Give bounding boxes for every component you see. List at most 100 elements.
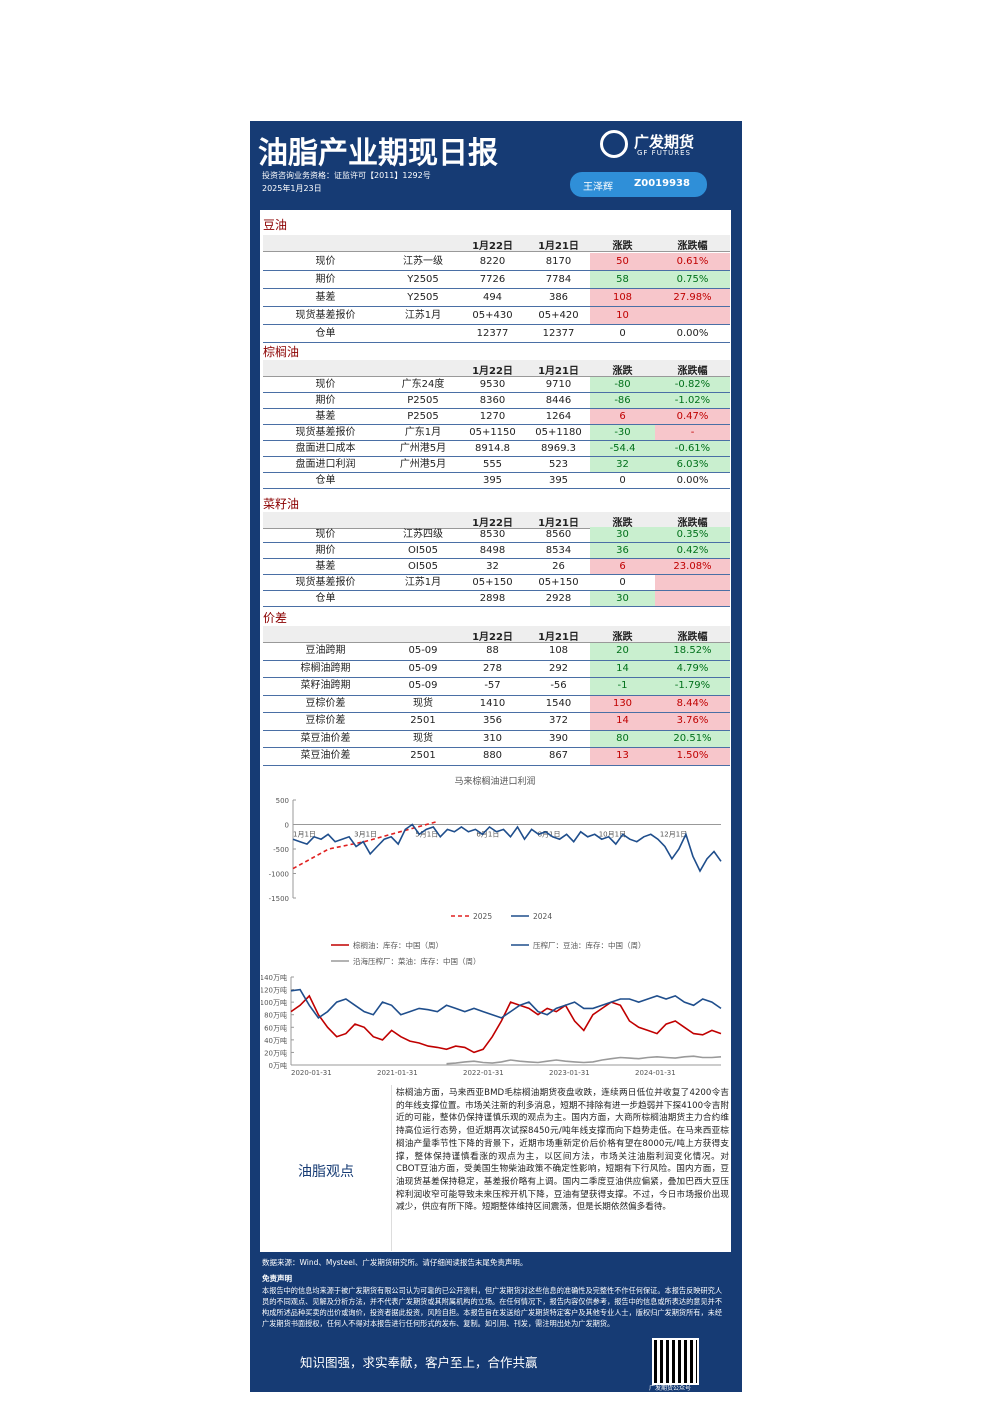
cell: 278 (482, 662, 503, 674)
row-line (263, 606, 730, 607)
cell: 广东24度 (401, 379, 445, 390)
cell (655, 591, 730, 606)
cell: 期价 (315, 395, 336, 406)
column-header: 1月21日 (538, 241, 579, 252)
cell: 494 (482, 292, 503, 303)
analyst-badge (570, 172, 707, 197)
x-tick-label: 1月1日 (293, 831, 316, 839)
row-line (263, 747, 730, 748)
cell: 期价 (315, 545, 336, 556)
legend-label: 2025 (473, 912, 492, 921)
cell: 05+1180 (535, 427, 582, 438)
row-line (263, 472, 730, 473)
row-line (263, 677, 730, 678)
row-line (263, 590, 730, 591)
cell: 6 (590, 559, 655, 574)
section-title: 价差 (263, 611, 288, 625)
cell: -1 (590, 678, 655, 695)
cell: 现价 (315, 529, 336, 540)
cell: 05-09 (408, 662, 438, 674)
cell: 356 (482, 715, 503, 726)
cell: 现货基差报价 (295, 577, 356, 588)
cell: 395 (482, 475, 503, 486)
row-line (263, 694, 730, 696)
row-line (263, 288, 730, 289)
cell: 13 (590, 748, 655, 765)
cell: 现价 (315, 379, 336, 390)
legend-label: 2024 (533, 912, 552, 921)
cell: 05+420 (538, 310, 579, 321)
column-header: 1月22日 (472, 518, 513, 529)
cell: 372 (548, 715, 569, 726)
cell: 0 (590, 325, 655, 342)
cell: 现货基差报价 (295, 310, 356, 321)
x-tick-label: 5月1日 (415, 831, 438, 839)
cell: 2501 (410, 750, 436, 761)
column-header: 1月21日 (538, 366, 579, 377)
y-tick-label: 40万吨 (264, 1036, 287, 1045)
cell: 8969.3 (541, 443, 576, 454)
brand: 广发期货 (634, 133, 695, 151)
y-tick-label: 60万吨 (264, 1023, 287, 1032)
cell: 0.00% (655, 473, 730, 488)
chart-inventory: 0万吨 20万吨 40万吨 60万吨 80万吨 100万吨 120万吨 140万吨 2020-0… (261, 940, 722, 1077)
cell: 50 (590, 253, 655, 270)
cell: 05-09 (408, 680, 438, 691)
cell: 1410 (479, 697, 506, 709)
cell: 390 (548, 732, 569, 744)
cell: 2898 (479, 593, 506, 604)
cell: 豆棕价差 (305, 715, 346, 726)
section-title: 菜籽油 (263, 497, 300, 511)
cell: 基差 (315, 292, 336, 303)
cell: 豆油跨期 (305, 645, 346, 656)
cell: 7784 (545, 274, 572, 285)
cell: 0.42% (655, 543, 730, 558)
row-line (263, 712, 730, 713)
column-header: 涨跌 (612, 241, 633, 252)
cell: 仓单 (315, 328, 336, 339)
viewpoint-label: 油脂观点 (298, 1164, 354, 1180)
cell: 27.98% (655, 289, 730, 306)
header-row-bg (263, 360, 730, 377)
disclaimer: 本报告中的信息均来源于被广发期货有限公司认为可靠的已公开资料，但广发期货对这些信… (262, 1286, 723, 1328)
cell: 14 (590, 660, 655, 677)
cell: 江苏四级 (403, 529, 443, 540)
header-row-bg (263, 512, 730, 529)
cell: P2505 (407, 411, 439, 422)
qr-code (652, 1338, 699, 1385)
x-tick-label: 6月1日 (476, 831, 499, 839)
cell: -1.02% (655, 393, 730, 408)
cell: 1540 (545, 697, 572, 709)
column-header: 涨跌幅 (677, 518, 708, 529)
cell: 广东1月 (404, 427, 442, 438)
license: Z0019938 (634, 178, 690, 189)
cell: 6 (590, 409, 655, 424)
cell (655, 307, 730, 324)
cell: 12377 (542, 328, 575, 339)
cell: 江苏1月 (404, 310, 442, 321)
analyst: 王泽辉 (583, 182, 613, 193)
slogan: 知识图强，求实奉献，客户至上，合作共赢 (300, 1355, 538, 1370)
row-line (263, 659, 730, 661)
cell: 555 (482, 459, 503, 470)
cell: 1.50% (655, 748, 730, 765)
y-tick-label: 80万吨 (264, 1011, 287, 1020)
y-tick-label: -1000 (269, 871, 289, 879)
cell: 8530 (479, 529, 506, 540)
date: 2025年1月23日 (262, 184, 322, 193)
cell: -1.79% (655, 678, 730, 695)
cell: 05+150 (472, 577, 513, 588)
cell: -80 (590, 377, 655, 392)
cell: 8498 (479, 545, 506, 556)
legend-label: 压榨厂：豆油：库存：中国（周） (533, 940, 646, 950)
row-line (263, 424, 730, 425)
cell: 20 (590, 643, 655, 660)
section-title: 棕榈油 (263, 345, 300, 359)
viewpoint-label-box (261, 1085, 392, 1251)
cell: -54.4 (590, 441, 655, 456)
cell: 108 (590, 289, 655, 306)
cell: 8360 (479, 395, 506, 406)
cell: 8560 (545, 529, 572, 540)
cell: 867 (548, 750, 569, 761)
y-tick-label: 120万吨 (261, 986, 287, 995)
